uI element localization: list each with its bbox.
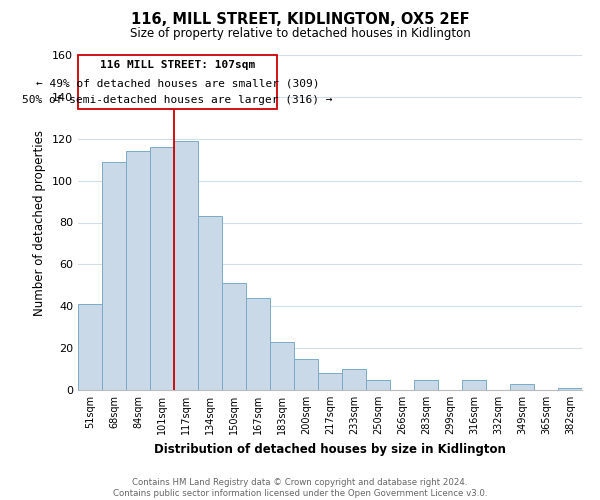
Bar (222, 283, 246, 390)
Bar (78, 55, 277, 110)
Bar (318, 373, 342, 390)
Bar (414, 380, 438, 390)
Bar (270, 342, 294, 390)
Bar (510, 384, 534, 390)
Bar (78, 304, 102, 390)
Text: 50% of semi-detached houses are larger (316) →: 50% of semi-detached houses are larger (… (22, 96, 333, 106)
X-axis label: Distribution of detached houses by size in Kidlington: Distribution of detached houses by size … (154, 442, 506, 456)
Bar (342, 369, 366, 390)
Bar (558, 388, 582, 390)
Bar (246, 298, 270, 390)
Bar (294, 358, 318, 390)
Text: Contains HM Land Registry data © Crown copyright and database right 2024.
Contai: Contains HM Land Registry data © Crown c… (113, 478, 487, 498)
Bar (366, 380, 390, 390)
Text: ← 49% of detached houses are smaller (309): ← 49% of detached houses are smaller (30… (36, 78, 319, 88)
Text: Size of property relative to detached houses in Kidlington: Size of property relative to detached ho… (130, 28, 470, 40)
Bar (462, 380, 486, 390)
Bar (102, 162, 126, 390)
Bar (174, 141, 198, 390)
Text: 116, MILL STREET, KIDLINGTON, OX5 2EF: 116, MILL STREET, KIDLINGTON, OX5 2EF (131, 12, 469, 28)
Text: 116 MILL STREET: 107sqm: 116 MILL STREET: 107sqm (100, 60, 255, 70)
Bar (126, 152, 150, 390)
Bar (150, 147, 174, 390)
Bar (198, 216, 222, 390)
Y-axis label: Number of detached properties: Number of detached properties (34, 130, 46, 316)
